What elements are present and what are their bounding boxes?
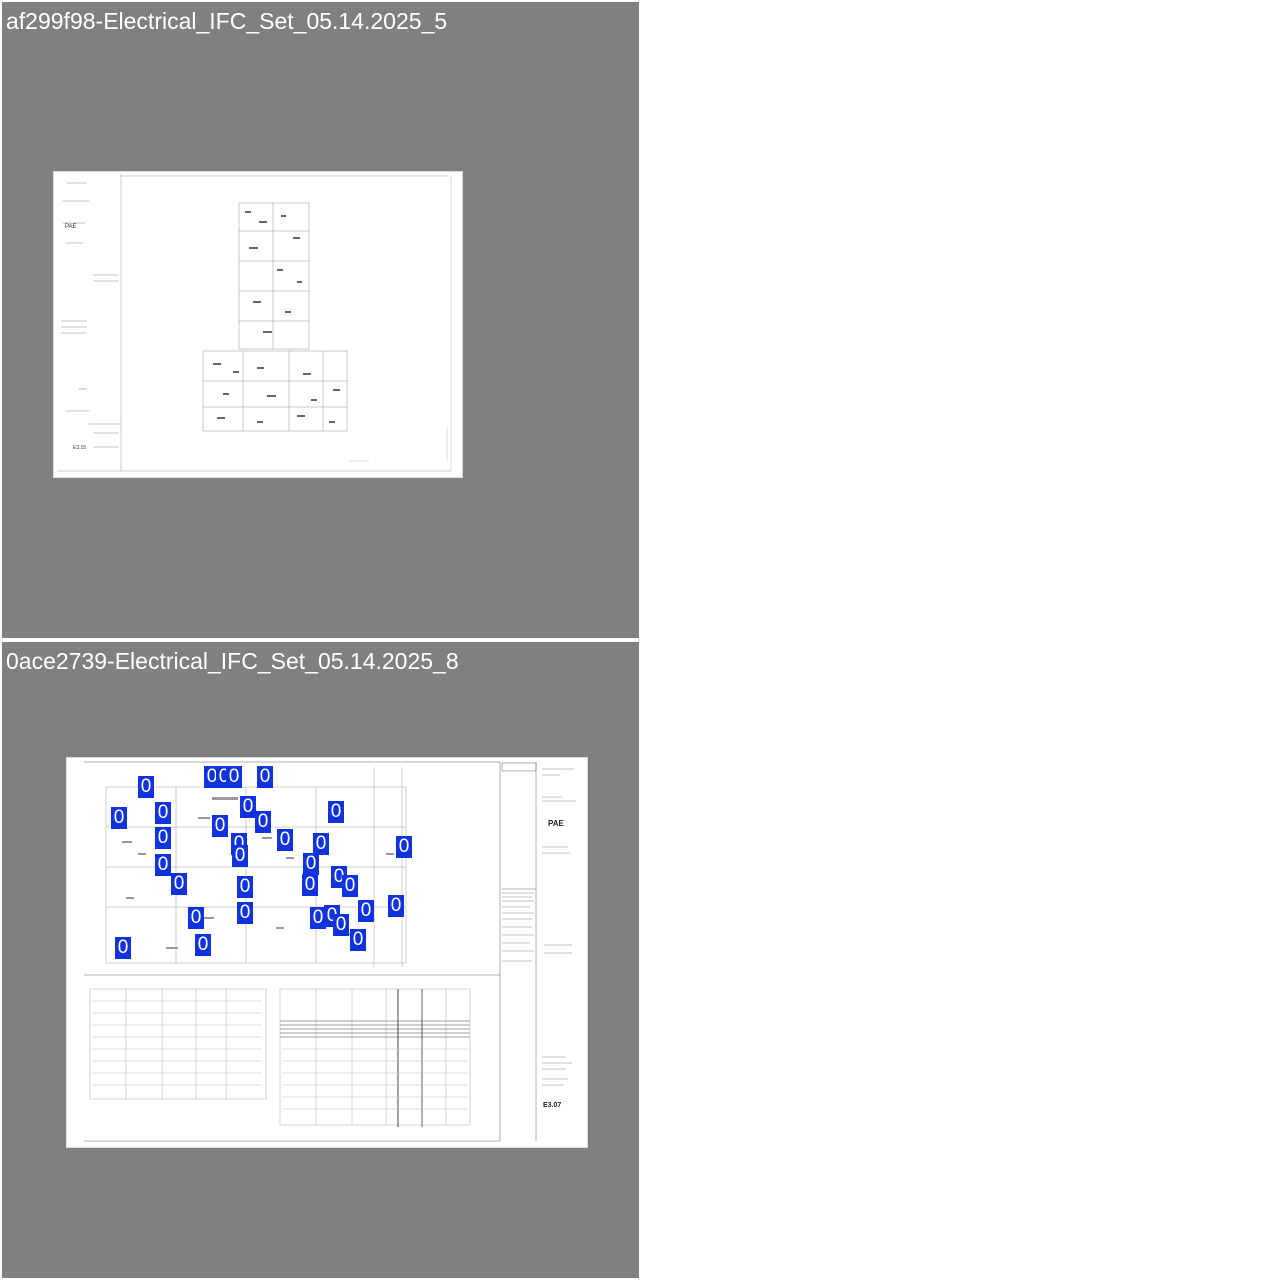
annotation-marker[interactable]: 0 (358, 900, 374, 922)
annotation-marker[interactable]: 0 (342, 875, 358, 897)
annotation-marker[interactable]: 0 (111, 807, 127, 829)
annotation-marker[interactable]: 0 (155, 802, 171, 824)
drawing-sheet-thumbnail[interactable]: PAE E3.07 0 0 0 0 0 0 0 0 0 0 0 0 0 0 0 … (66, 757, 588, 1148)
annotation-marker[interactable]: 0 (138, 776, 154, 798)
annotation-marker[interactable]: 0 (388, 895, 404, 917)
annotation-marker[interactable]: 0 (188, 907, 204, 929)
annotation-marker[interactable]: 0 (313, 833, 329, 855)
drawing-panel-2[interactable]: 0ace2739-Electrical_IFC_Set_05.14.2025_8 (2, 642, 639, 1278)
annotation-marker[interactable]: 0 (155, 827, 171, 849)
pae-logo: PAE (548, 819, 564, 828)
annotation-marker[interactable]: 0 (277, 829, 293, 851)
sheet-linework: PAE E3.15 (53, 171, 463, 478)
annotation-marker[interactable]: 0 (226, 766, 242, 788)
annotation-marker[interactable]: 0 (333, 914, 349, 936)
panel-title: 0ace2739-Electrical_IFC_Set_05.14.2025_8 (6, 648, 459, 674)
panel-title: af299f98-Electrical_IFC_Set_05.14.2025_5 (6, 8, 448, 34)
drawing-panel-1[interactable]: af299f98-Electrical_IFC_Set_05.14.2025_5 (2, 2, 639, 638)
annotation-marker[interactable]: 0 (171, 873, 187, 895)
annotation-marker[interactable]: 0 (115, 937, 131, 959)
annotation-marker[interactable]: 0 (303, 853, 319, 875)
svg-text:E3.15: E3.15 (73, 445, 86, 451)
annotation-marker[interactable]: 0 (237, 902, 253, 924)
annotation-marker[interactable]: 0 (155, 854, 171, 876)
drawing-sheet-thumbnail[interactable]: PAE E3.15 (53, 171, 463, 478)
annotation-marker[interactable]: 0 (240, 796, 256, 818)
annotation-marker[interactable]: 0 (328, 801, 344, 823)
annotation-marker[interactable]: 0 (255, 811, 271, 833)
annotation-marker[interactable]: 0 (212, 815, 228, 837)
annotation-marker[interactable]: 0 (302, 874, 318, 896)
svg-text:PAE: PAE (65, 224, 77, 230)
annotation-marker[interactable]: 0 (350, 929, 366, 951)
annotation-marker[interactable]: 0 (232, 845, 248, 867)
sheet-linework (66, 757, 588, 1148)
annotation-marker[interactable]: 0 (195, 934, 211, 956)
annotation-marker[interactable]: 0 (257, 766, 273, 788)
sheet-number: E3.07 (543, 1102, 562, 1109)
annotation-marker[interactable]: 0 (310, 907, 326, 929)
annotation-marker[interactable]: 0 (396, 836, 412, 858)
annotation-marker[interactable]: 0 (237, 876, 253, 898)
